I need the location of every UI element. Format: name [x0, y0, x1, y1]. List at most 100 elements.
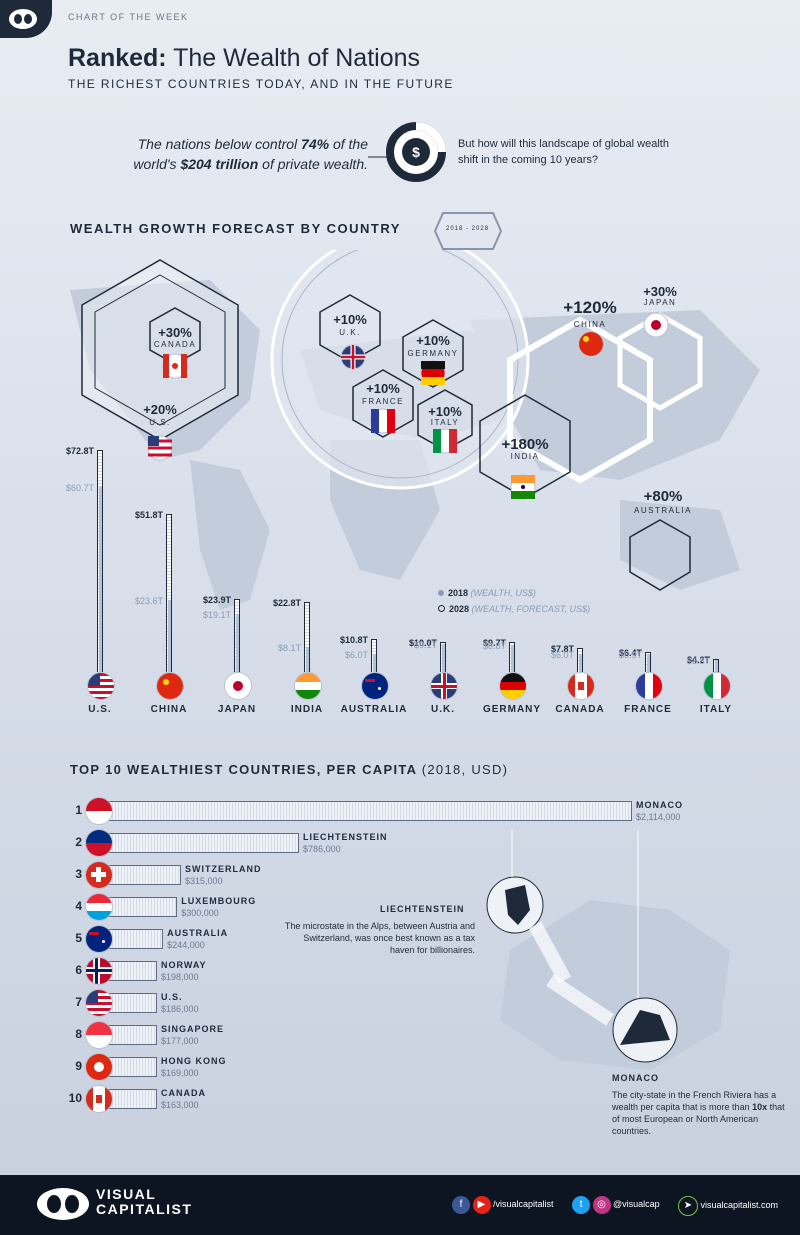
brand-line-1: VISUAL	[96, 1186, 157, 1202]
growth-pct-india: +180%	[501, 436, 549, 453]
x-label-japan: JAPAN	[217, 704, 257, 715]
flag-italy	[703, 672, 731, 700]
growth-country-canada: CANADA	[153, 340, 197, 349]
label-2028-germany: $9.7T	[482, 638, 506, 649]
label-2028-us: $72.8T	[65, 446, 94, 456]
twitter-icon: t	[572, 1196, 590, 1214]
bar-2018-australia	[373, 653, 376, 672]
bar-2018-india	[306, 647, 309, 672]
flag-uk	[430, 672, 458, 700]
flag-us	[87, 672, 115, 700]
flag-australia	[361, 672, 389, 700]
legend-dot-2018	[438, 590, 444, 596]
wealth-bar-chart: $72.8T $60.7T U.S. $51.8T $23.6T CHINA $23.9T $…	[65, 446, 733, 715]
footer	[0, 1175, 800, 1235]
bar-2018-us	[99, 486, 102, 672]
year-hexagon	[433, 212, 503, 250]
label-2018-india: $8.1T	[277, 643, 301, 654]
label-2018-china: $23.6T	[134, 596, 163, 607]
growth-country-japan: JAPAN	[643, 298, 677, 307]
monaco-text-2: that of most European or North American …	[612, 1102, 785, 1136]
monaco-note-title: MONACO	[612, 1073, 659, 1083]
social-twitter-instagram[interactable]: t ◎ @visualcap	[572, 1196, 660, 1214]
growth-pct-japan: +30%	[643, 284, 677, 299]
social-facebook-youtube[interactable]: f ▶ /visualcapitalist	[452, 1196, 554, 1214]
brand-logo-icon	[37, 1188, 89, 1220]
page-title: Ranked: The Wealth of Nations	[68, 44, 420, 73]
bar-2018-china	[168, 600, 171, 672]
bar-2018-france	[647, 654, 650, 672]
handle-visualcapitalist: /visualcapitalist	[493, 1199, 554, 1209]
x-label-india: INDIA	[290, 704, 324, 715]
growth-country-india: INDIA	[510, 452, 540, 461]
label-2028-canada: $7.8T	[550, 644, 574, 655]
section-title-per-capita: TOP 10 WEALTHIEST COUNTRIES, PER CAPITA …	[70, 762, 508, 777]
x-label-canada: CANADA	[555, 704, 605, 715]
flag-japan	[224, 672, 252, 700]
youtube-icon: ▶	[472, 1196, 491, 1214]
instagram-icon: ◎	[592, 1196, 611, 1214]
label-2018-italy: $3.8T	[686, 656, 710, 667]
legend-2018-year: 2018	[448, 588, 469, 598]
label-2028-australia: $10.8T	[339, 635, 368, 646]
growth-country-us: U.S.	[149, 418, 171, 427]
legend-2028: 2028 (WEALTH, FORECAST, US$)	[438, 604, 590, 614]
x-label-italy: ITALY	[699, 704, 733, 715]
label-2028-italy: $4.2T	[686, 655, 710, 666]
growth-pct-canada: +30%	[158, 325, 192, 340]
growth-pct-france: +10%	[366, 381, 400, 396]
title-bold: Ranked:	[68, 44, 167, 72]
facebook-icon: f	[452, 1196, 470, 1214]
x-label-uk: U.K.	[431, 704, 455, 715]
legend-2018-note: (WEALTH, US$)	[470, 588, 536, 598]
x-label-france: FRANCE	[624, 704, 672, 715]
intro-text: The nations below control 74% of the wor…	[100, 134, 368, 174]
bar-2018-italy	[715, 660, 718, 672]
monaco-note-text: The city-state in the French Riviera has…	[612, 1089, 792, 1137]
x-label-australia: AUSTRALIA	[340, 704, 408, 715]
growth-pct-italy: +10%	[428, 404, 462, 419]
label-2018-uk: $9.1T	[413, 640, 437, 651]
growth-pct-australia: +80%	[643, 488, 683, 505]
europe-map	[486, 830, 730, 1070]
flag-france	[635, 672, 663, 700]
flag-china	[156, 672, 184, 700]
logo-icon	[9, 9, 37, 29]
label-2028-china: $51.8T	[134, 510, 163, 521]
intro-question: But how will this landscape of global we…	[458, 138, 669, 166]
bar-2028-india	[304, 602, 310, 672]
growth-pct-germany: +10%	[416, 333, 450, 348]
section-title-growth: WEALTH GROWTH FORECAST BY COUNTRY	[70, 221, 401, 236]
per-capita-title: TOP 10 WEALTHIEST COUNTRIES, PER CAPITA	[70, 762, 417, 777]
growth-country-china: CHINA	[573, 320, 607, 329]
growth-country-uk: U.K.	[339, 328, 361, 337]
label-2018-france: $5.9T	[618, 650, 642, 660]
website-link: visualcapitalist.com	[700, 1200, 779, 1210]
bar-2018-canada	[579, 653, 582, 672]
label-2018-us: $60.7T	[65, 482, 94, 493]
intro-part2: of the world's	[133, 136, 368, 172]
label-2028-japan: $23.9T	[202, 595, 231, 606]
growth-pct-uk: +10%	[333, 312, 367, 327]
label-2018-canada: $6.0T	[550, 649, 574, 660]
intro-part3: of private wealth.	[258, 156, 368, 172]
x-label-china: CHINA	[150, 704, 188, 715]
label-2018-australia: $6.0T	[344, 649, 368, 660]
intro-pct: 74%	[301, 136, 330, 152]
liechtenstein-note-title: LIECHTENSTEIN	[380, 904, 465, 914]
legend-2028-year: 2028	[449, 604, 470, 614]
year-range: 2018 - 2028	[446, 226, 490, 232]
cursor-icon: ➤	[678, 1196, 698, 1216]
flag-india	[294, 672, 322, 700]
svg-text:$: $	[412, 144, 420, 160]
monaco-text-1: The city-state in the French Riviera has…	[612, 1090, 777, 1112]
growth-pct-us: +20%	[143, 402, 177, 417]
brand-line-2: CAPITALIST	[96, 1201, 193, 1217]
brand-name: VISUAL CAPITALIST	[96, 1187, 192, 1217]
handle-visualcap: @visualcap	[613, 1199, 660, 1209]
x-label-us: U.S.	[88, 704, 112, 715]
dollar-icon: $	[368, 122, 446, 182]
social-website[interactable]: ➤ visualcapitalist.com	[678, 1196, 778, 1216]
kicker: CHART OF THE WEEK	[68, 12, 189, 22]
growth-country-france: FRANCE	[362, 397, 404, 406]
